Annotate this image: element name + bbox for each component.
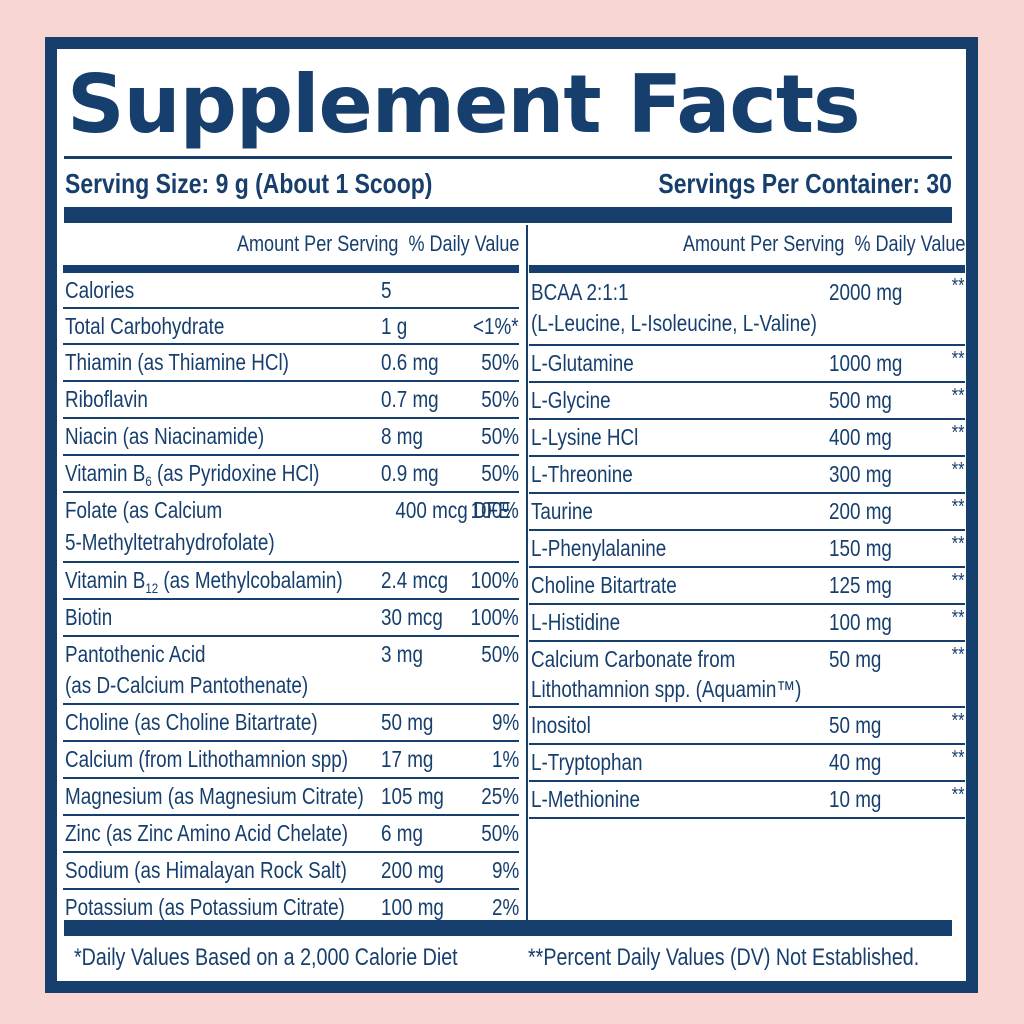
- table-row: L-Tryptophan 40 mg **: [529, 745, 965, 782]
- table-row: Calcium (from Lithothamnion spp) 17 mg 1…: [63, 742, 519, 779]
- table-row: Choline (as Choline Bitartrate) 50 mg 9%: [63, 705, 519, 742]
- daily-values-footnote: *Daily Values Based on a 2,000 Calorie D…: [74, 944, 458, 971]
- table-row: L-Lysine HCl 400 mg **: [529, 420, 965, 457]
- dv-not-established-footnote: **Percent Daily Values (DV) Not Establis…: [528, 944, 920, 971]
- table-header: Amount Per Serving % Daily Value: [529, 225, 965, 265]
- table-row: L-Histidine 100 mg **: [529, 605, 965, 642]
- table-row: Calcium Carbonate from Lithothamnion spp…: [529, 642, 965, 708]
- label-body: Supplement Facts Serving Size: 9 g (Abou…: [57, 49, 966, 981]
- table-row: Vitamin B12 (as Methylcobalamin) 2.4 mcg…: [63, 563, 519, 600]
- table-row: Vitamin B6 (as Pyridoxine HCl) 0.9 mg 50…: [63, 456, 519, 493]
- dv-header: % Daily Value: [854, 231, 965, 256]
- label-title: Supplement Facts: [67, 58, 861, 151]
- table-row: Magnesium (as Magnesium Citrate) 105 mg …: [63, 779, 519, 816]
- table-row: Zinc (as Zinc Amino Acid Chelate) 6 mg 5…: [63, 816, 519, 853]
- table-row: Taurine 200 mg **: [529, 494, 965, 531]
- table-row: Calories 5: [63, 273, 519, 309]
- table-row: BCAA 2:1:1 (L-Leucine, L-Isoleucine, L-V…: [529, 273, 965, 346]
- table-row: Potassium (as Potassium Citrate) 100 mg …: [65, 894, 519, 920]
- dv-header: % Daily Value: [408, 231, 519, 256]
- servings-per-container: Servings Per Container: 30: [658, 168, 952, 199]
- table-row: L-Threonine 300 mg **: [529, 457, 965, 494]
- table-header: Amount Per Serving % Daily Value: [63, 225, 519, 265]
- footer-divider: [64, 920, 952, 936]
- serving-info: Serving Size: 9 g (About 1 Scoop) Servin…: [65, 167, 952, 201]
- supplement-facts-label: Supplement Facts Serving Size: 9 g (Abou…: [45, 37, 978, 993]
- table-row: Pantothenic Acid (as D-Calcium Pantothen…: [63, 637, 519, 705]
- table-row: L-Glutamine 1000 mg **: [529, 346, 965, 383]
- table-row: Folate (as Calcium 5-Methyltetrahydrofol…: [63, 493, 519, 563]
- table-row: L-Phenylalanine 150 mg **: [529, 531, 965, 568]
- table-row: Total Carbohydrate 1 g <1%*: [63, 309, 519, 345]
- title-divider: [64, 156, 952, 159]
- amount-header: Amount Per Serving: [236, 231, 398, 256]
- table-row: L-Methionine 10 mg **: [529, 782, 965, 819]
- serving-divider: [64, 207, 952, 223]
- table-row: Riboflavin 0.7 mg 50%: [63, 382, 519, 419]
- serving-size: Serving Size: 9 g (About 1 Scoop): [65, 168, 433, 199]
- header-divider: [63, 265, 519, 273]
- vitamins-minerals-table: Amount Per Serving % Daily Value Calorie…: [63, 225, 519, 925]
- table-row: Niacin (as Niacinamide) 8 mg 50%: [63, 419, 519, 456]
- table-row: Choline Bitartrate 125 mg **: [529, 568, 965, 605]
- table-row: Biotin 30 mcg 100%: [63, 600, 519, 637]
- table-row: L-Glycine 500 mg **: [529, 383, 965, 420]
- table-row: Thiamin (as Thiamine HCl) 0.6 mg 50%: [63, 345, 519, 382]
- footnotes: *Daily Values Based on a 2,000 Calorie D…: [64, 941, 952, 975]
- column-divider: [526, 225, 528, 922]
- table-row: Inositol 50 mg **: [529, 708, 965, 745]
- header-divider: [529, 265, 965, 273]
- amount-header: Amount Per Serving: [682, 231, 844, 256]
- table-row: Sodium (as Himalayan Rock Salt) 200 mg 9…: [63, 853, 519, 890]
- amino-acids-table: Amount Per Serving % Daily Value BCAA 2:…: [529, 225, 965, 819]
